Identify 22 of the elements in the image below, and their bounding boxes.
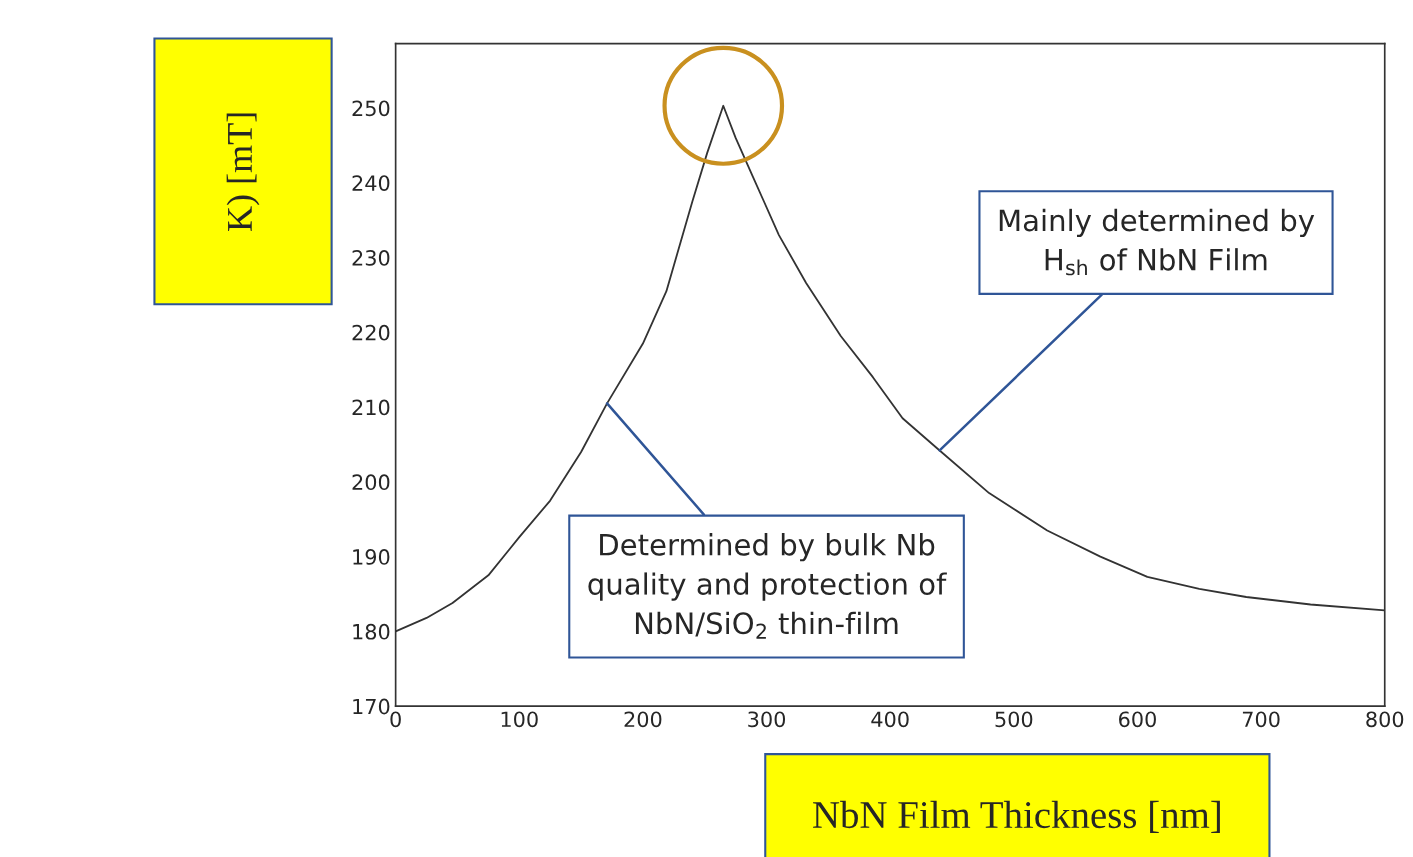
y-tick-label: 220 [352,324,390,341]
y-tick-label: 250 [352,100,390,117]
x-tick-label: 200 [624,711,662,728]
x-tick-label: 700 [1242,711,1280,728]
x-tick-label: 300 [748,711,786,728]
x-tick-label: 600 [1119,711,1156,728]
y-tick-label: 210 [352,399,390,416]
x-tick-label: 0 [390,711,401,728]
x-tick-label: 400 [871,711,909,728]
y-tick-label: 170 [353,698,390,715]
y-tick-label: 240 [352,175,390,191]
x-axis-title: NbN Film Thickness [nm] [813,800,1220,833]
x-tick-label: 800 [1366,711,1404,728]
y-axis-title: K) [mT] [226,113,260,232]
y-tick-label: 190 [353,549,390,565]
x-tick-label: 500 [995,711,1033,728]
annotation: Mainly determined by H$_{sh}$ of NbN Film [999,208,1315,276]
y-tick-label: 180 [353,623,390,640]
y-tick-label: 230 [352,250,390,266]
x-tick-label: 100 [501,711,538,728]
y-tick-label: 200 [352,474,390,491]
annotation: Determined by bulk Nb quality and protection of NbN/SiO$_{2}$ thin-film [588,533,947,639]
